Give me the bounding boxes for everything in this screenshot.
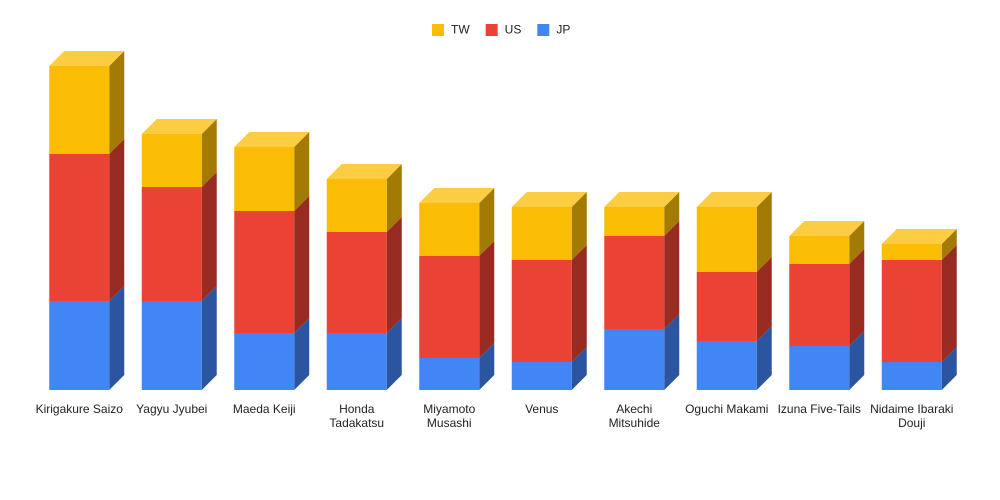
bar-side bbox=[386, 318, 402, 390]
x-tick-label: Venus bbox=[525, 402, 559, 416]
bar-top bbox=[789, 221, 865, 236]
bar bbox=[326, 333, 387, 390]
legend-label: TW bbox=[451, 23, 470, 37]
bar-side bbox=[294, 132, 310, 211]
bar bbox=[789, 346, 850, 390]
bar-side bbox=[756, 326, 772, 390]
bar-side bbox=[756, 257, 772, 341]
x-tick-label: Miyamoto Musashi bbox=[423, 402, 476, 430]
bar bbox=[141, 134, 202, 187]
bar-side bbox=[756, 192, 772, 272]
bar bbox=[326, 232, 387, 333]
bar-side bbox=[201, 119, 217, 187]
bar-side bbox=[479, 241, 495, 358]
bar bbox=[511, 260, 572, 362]
bar-side bbox=[664, 314, 680, 390]
bar-side bbox=[849, 221, 865, 264]
legend-label: JP bbox=[556, 23, 570, 37]
bar-side bbox=[294, 196, 310, 333]
bar-side bbox=[849, 249, 865, 346]
bar-side bbox=[109, 286, 125, 390]
bar-top bbox=[419, 188, 495, 203]
bar-side bbox=[664, 221, 680, 329]
bar-top bbox=[141, 119, 217, 134]
bar bbox=[49, 154, 110, 301]
x-tick-label: Kirigakure Saizo bbox=[35, 402, 123, 416]
bar bbox=[141, 301, 202, 390]
x-tick-label: Akechi Mitsuhide bbox=[608, 402, 660, 430]
x-tick-label: Nidaime Ibaraki Douji bbox=[870, 402, 954, 430]
bar-top bbox=[326, 164, 402, 179]
bar-top bbox=[234, 132, 310, 147]
x-tick-label: Maeda Keiji bbox=[232, 402, 296, 416]
x-tick-label: Oguchi Makami bbox=[685, 402, 769, 416]
legend-swatch bbox=[432, 24, 444, 36]
bar-top bbox=[511, 192, 587, 207]
bar-side bbox=[201, 172, 217, 301]
bar-side bbox=[571, 192, 587, 260]
bar bbox=[881, 362, 942, 390]
bar-side bbox=[941, 347, 957, 390]
bar bbox=[49, 66, 110, 154]
bar bbox=[604, 329, 665, 390]
bar bbox=[881, 244, 942, 260]
bar bbox=[789, 264, 850, 346]
bar-side bbox=[479, 343, 495, 390]
bar-side bbox=[386, 164, 402, 232]
legend-label: US bbox=[505, 23, 522, 37]
bar bbox=[696, 272, 757, 341]
bar bbox=[419, 358, 480, 390]
bar-side bbox=[941, 229, 957, 260]
bar-top bbox=[881, 229, 957, 244]
bar bbox=[696, 341, 757, 390]
bar bbox=[604, 236, 665, 329]
bar-side bbox=[201, 286, 217, 390]
bar bbox=[789, 236, 850, 264]
x-tick-label: Honda Tadakatsu bbox=[329, 402, 385, 430]
bar-side bbox=[109, 139, 125, 301]
bar-top bbox=[49, 51, 125, 66]
bar bbox=[234, 333, 295, 390]
bar bbox=[604, 207, 665, 236]
bar-side bbox=[386, 217, 402, 333]
bar bbox=[234, 211, 295, 333]
bar bbox=[141, 187, 202, 301]
bar-side bbox=[571, 245, 587, 362]
bar bbox=[234, 147, 295, 211]
bar bbox=[49, 301, 110, 390]
legend-swatch bbox=[537, 24, 550, 36]
bar bbox=[419, 256, 480, 358]
bar bbox=[511, 362, 572, 390]
bar bbox=[326, 179, 387, 232]
bar-side bbox=[294, 318, 310, 390]
bar-top bbox=[696, 192, 772, 207]
bar-top bbox=[604, 192, 680, 207]
x-tick-label: Izuna Five-Tails bbox=[777, 402, 861, 416]
bar-side bbox=[664, 192, 680, 236]
bar-side bbox=[571, 347, 587, 390]
bar-side bbox=[849, 331, 865, 390]
bar bbox=[511, 207, 572, 260]
bar-side bbox=[941, 245, 957, 362]
bar bbox=[419, 203, 480, 256]
x-tick-label: Yagyu Jyubei bbox=[136, 402, 208, 416]
legend-swatch bbox=[485, 24, 498, 36]
bar bbox=[881, 260, 942, 362]
bar bbox=[696, 207, 757, 272]
bar-side bbox=[479, 188, 495, 256]
bar-side bbox=[109, 51, 125, 154]
